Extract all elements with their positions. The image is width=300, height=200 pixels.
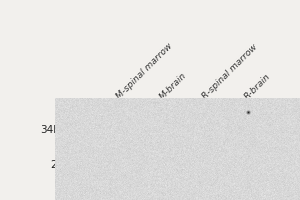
Text: 34KDa-: 34KDa- [40, 125, 78, 135]
Text: R-spinal marrow: R-spinal marrow [200, 42, 259, 101]
Text: 26KD: 26KD [50, 160, 78, 170]
Text: M-spinal marrow: M-spinal marrow [115, 41, 175, 101]
Text: M-brain: M-brain [158, 70, 188, 101]
Text: R-brain: R-brain [243, 71, 272, 101]
